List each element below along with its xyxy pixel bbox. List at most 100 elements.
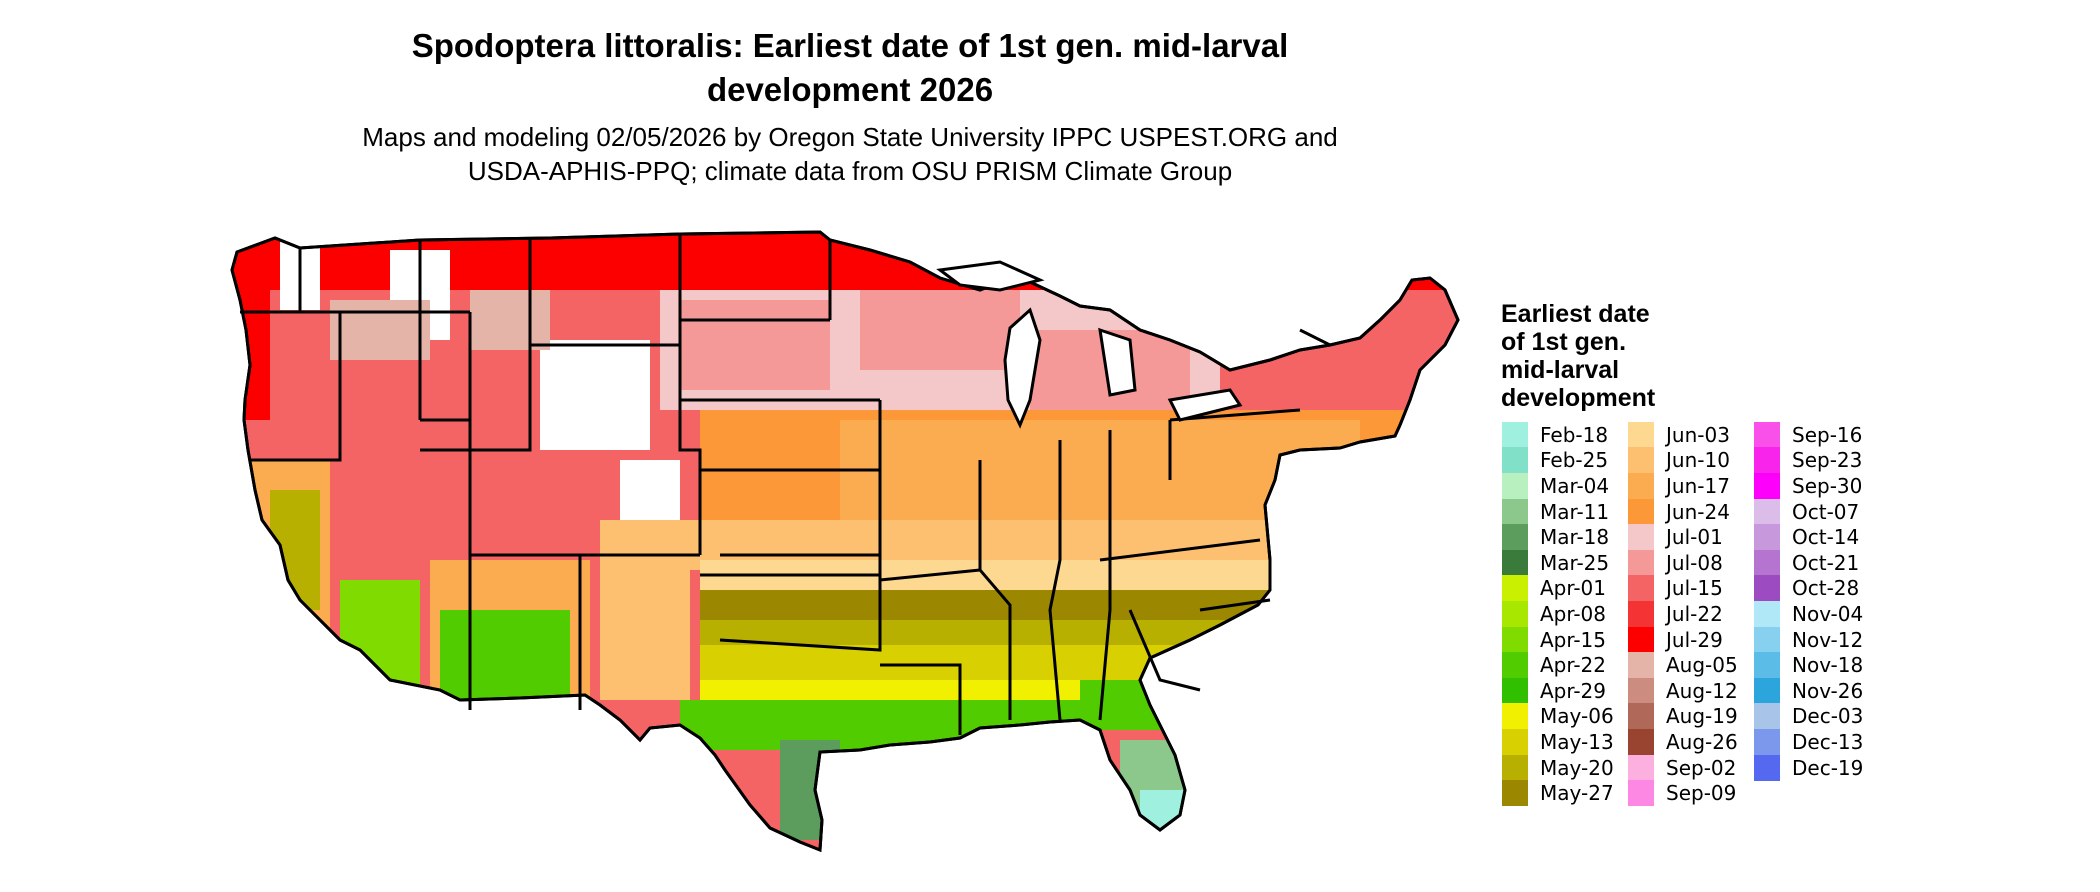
legend-swatch xyxy=(1628,549,1654,576)
legend-item: May-06 xyxy=(1502,703,1614,730)
legend-label: Nov-26 xyxy=(1792,678,1864,703)
development-date-fill xyxy=(232,232,1458,850)
legend-item: Apr-22 xyxy=(1502,652,1614,679)
legend-item: Nov-18 xyxy=(1754,652,1863,679)
legend-label: Jul-01 xyxy=(1666,525,1723,550)
legend-swatch xyxy=(1754,626,1780,653)
legend-swatch xyxy=(1502,677,1528,704)
state-boundaries xyxy=(230,230,1460,852)
legend-label: May-06 xyxy=(1540,704,1614,729)
legend-item: Nov-04 xyxy=(1754,600,1864,627)
legend-swatch xyxy=(1754,421,1780,448)
legend-title-line: development xyxy=(1501,384,1656,412)
legend-swatch xyxy=(1628,780,1654,807)
legend-swatch xyxy=(1502,600,1528,627)
legend-item: Dec-03 xyxy=(1754,703,1864,730)
legend-label: Nov-04 xyxy=(1792,601,1864,626)
legend-swatch xyxy=(1628,652,1654,679)
legend-label: May-27 xyxy=(1540,781,1614,806)
legend-swatch xyxy=(1502,703,1528,730)
legend-label: Dec-19 xyxy=(1792,755,1864,780)
legend-label: Sep-23 xyxy=(1792,448,1863,473)
legend-item: Aug-12 xyxy=(1628,677,1738,704)
legend-swatch xyxy=(1628,575,1654,602)
legend-label: Jun-24 xyxy=(1666,499,1730,524)
legend-swatch xyxy=(1628,728,1654,755)
legend-item: Jul-15 xyxy=(1628,575,1738,602)
legend-label: Apr-29 xyxy=(1540,678,1606,703)
legend-swatch xyxy=(1628,600,1654,627)
legend-label: Nov-12 xyxy=(1792,627,1864,652)
legend-item: Oct-28 xyxy=(1754,575,1863,602)
legend-label: Jul-29 xyxy=(1666,627,1723,652)
legend-item: Dec-13 xyxy=(1754,728,1864,755)
legend-item: Mar-25 xyxy=(1502,549,1614,576)
legend-item: Sep-16 xyxy=(1754,421,1863,448)
legend-item: Sep-02 xyxy=(1628,754,1738,781)
map-subtitle: Maps and modeling 02/05/2026 by Oregon S… xyxy=(300,120,1400,188)
legend-swatch xyxy=(1754,600,1780,627)
legend-title-line: of 1st gen. xyxy=(1501,328,1627,356)
legend-item: Nov-12 xyxy=(1754,626,1864,653)
legend-swatch xyxy=(1754,728,1780,755)
legend-item: Jul-29 xyxy=(1628,626,1738,653)
legend-item: Oct-07 xyxy=(1754,498,1863,525)
legend-label: Sep-16 xyxy=(1792,422,1863,447)
legend-swatch xyxy=(1502,754,1528,781)
legend-swatch xyxy=(1754,575,1780,602)
legend-item: Aug-19 xyxy=(1628,703,1738,730)
legend-label: Apr-15 xyxy=(1540,627,1606,652)
legend-item: Sep-30 xyxy=(1754,472,1863,499)
legend-swatch xyxy=(1502,524,1528,551)
legend-item: Jun-03 xyxy=(1628,421,1738,448)
legend-swatch xyxy=(1502,652,1528,679)
legend-item: Dec-19 xyxy=(1754,754,1864,781)
legend-item: May-27 xyxy=(1502,780,1614,807)
legend-label: Oct-21 xyxy=(1792,550,1860,575)
legend-item: Apr-08 xyxy=(1502,600,1614,627)
legend-swatch xyxy=(1502,575,1528,602)
legend-label: Sep-30 xyxy=(1792,473,1863,498)
legend-swatch xyxy=(1502,447,1528,474)
legend-label: Aug-26 xyxy=(1666,729,1738,754)
legend-label: Apr-08 xyxy=(1540,601,1606,626)
legend-swatch xyxy=(1754,498,1780,525)
legend-title-line: Earliest date xyxy=(1501,300,1650,328)
map-subtitle-line-1: Maps and modeling 02/05/2026 by Oregon S… xyxy=(362,122,1338,152)
legend-swatch xyxy=(1502,421,1528,448)
legend-item: Jul-22 xyxy=(1628,600,1738,627)
legend-label: Sep-09 xyxy=(1666,781,1737,806)
legend-label: Jun-17 xyxy=(1666,473,1730,498)
legend-label: Oct-07 xyxy=(1792,499,1860,524)
legend-item: Mar-18 xyxy=(1502,524,1614,551)
map-title: Spodoptera littoralis: Earliest date of … xyxy=(300,24,1400,112)
legend-item: May-20 xyxy=(1502,754,1614,781)
legend-swatch xyxy=(1628,524,1654,551)
legend-item: Mar-11 xyxy=(1502,498,1614,525)
map-title-line-1: Spodoptera littoralis: Earliest date of … xyxy=(411,27,1289,64)
legend-label: Dec-03 xyxy=(1792,704,1864,729)
legend-label: Jun-10 xyxy=(1666,448,1730,473)
legend-label: Aug-19 xyxy=(1666,704,1738,729)
legend-swatch xyxy=(1502,626,1528,653)
legend-label: Jun-03 xyxy=(1666,422,1730,447)
legend-swatch xyxy=(1754,677,1780,704)
legend-label: Sep-02 xyxy=(1666,755,1737,780)
legend-label: Jul-15 xyxy=(1666,576,1723,601)
legend-item: Feb-18 xyxy=(1502,421,1614,448)
legend-swatch xyxy=(1628,472,1654,499)
legend-swatch xyxy=(1628,498,1654,525)
legend-column-2: Jun-03 Jun-10 Jun-17 Jun-24 Jul-01 Jul-08 Jul-… xyxy=(1628,421,1738,807)
legend-item: Feb-25 xyxy=(1502,447,1614,474)
legend-label: Dec-13 xyxy=(1792,729,1864,754)
legend-label: Feb-18 xyxy=(1540,422,1609,447)
legend-swatch xyxy=(1754,754,1780,781)
legend-swatch xyxy=(1628,626,1654,653)
legend-label: Mar-25 xyxy=(1540,550,1610,575)
legend-label: Mar-04 xyxy=(1540,473,1610,498)
great-lakes xyxy=(936,260,1243,429)
legend-swatch xyxy=(1628,754,1654,781)
legend-item: Jul-08 xyxy=(1628,549,1738,576)
legend-title: Earliest date of 1st gen. mid-larval dev… xyxy=(1501,300,1701,412)
legend-column-1: Feb-18 Feb-25 Mar-04 Mar-11 Mar-18 Mar-25 Apr-… xyxy=(1502,421,1614,807)
